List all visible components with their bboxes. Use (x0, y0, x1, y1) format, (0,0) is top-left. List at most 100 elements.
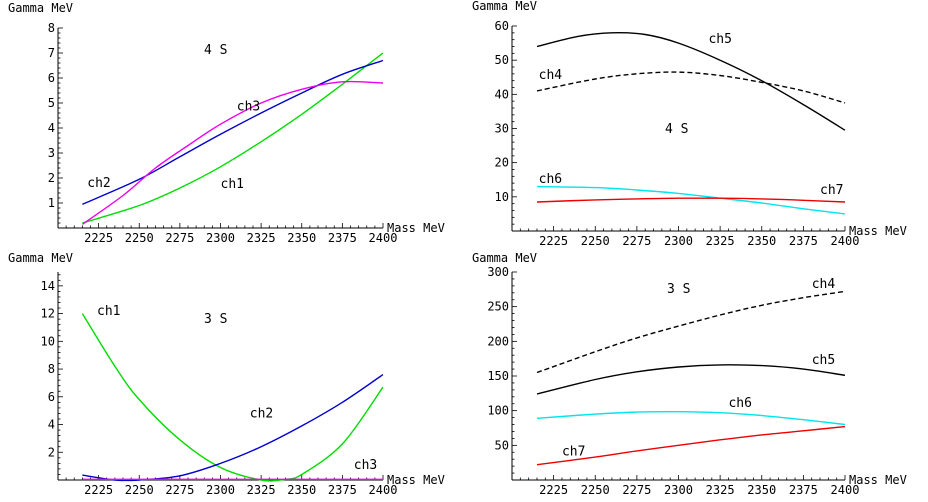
series-line-ch2 (82, 59, 384, 205)
series-line-ch1 (82, 52, 384, 224)
y-tick-label: 8 (48, 362, 55, 376)
series-label-ch4: ch4 (812, 277, 836, 292)
y-tick-label: 300 (487, 265, 509, 279)
y-tick-label: 50 (495, 53, 509, 67)
y-tick-label: 30 (495, 122, 509, 136)
x-tick-label: 2400 (831, 234, 860, 248)
y-axis-title: Gamma MeV (8, 251, 73, 265)
series-line-ch7 (536, 197, 846, 203)
series-line-ch7 (536, 425, 846, 466)
series-label-ch5: ch5 (708, 32, 731, 47)
x-tick-label: 2250 (125, 231, 154, 245)
series-label-ch3: ch3 (237, 100, 260, 115)
y-tick-label: 200 (487, 334, 509, 348)
y-tick-label: 60 (495, 19, 509, 33)
series-label-ch2: ch2 (250, 407, 273, 422)
y-tick-label: 150 (487, 369, 509, 383)
x-tick-label: 2225 (84, 483, 113, 497)
series-label-ch6: ch6 (539, 172, 562, 187)
x-tick-label: 2400 (369, 483, 398, 497)
series-line-ch6 (536, 410, 846, 426)
x-tick-label: 2375 (789, 483, 818, 497)
x-tick-label: 2300 (664, 483, 693, 497)
y-tick-label: 3 (48, 146, 55, 160)
x-tick-label: 2250 (581, 234, 610, 248)
x-tick-label: 2325 (247, 483, 276, 497)
y-axis-title: Gamma MeV (472, 251, 537, 265)
y-tick-label: 8 (48, 21, 55, 35)
y-axis-title: Gamma MeV (472, 0, 537, 13)
y-tick-label: 5 (48, 96, 55, 110)
x-tick-label: 2250 (125, 483, 154, 497)
y-tick-label: 40 (495, 87, 509, 101)
y-tick-label: 7 (48, 46, 55, 60)
x-tick-label: 2400 (831, 483, 860, 497)
y-tick-label: 2 (48, 171, 55, 185)
x-axis-title: Mass MeV (387, 473, 445, 487)
y-tick-label: 20 (495, 156, 509, 170)
panel-annotation: 3 S (667, 282, 690, 297)
x-tick-label: 2350 (287, 483, 316, 497)
series-line-ch6 (536, 185, 846, 215)
x-tick-label: 2300 (664, 234, 693, 248)
y-tick-label: 250 (487, 300, 509, 314)
chart-panel-1: 2225 2250 2275 2300 2325 2350 2375 2400 1 2 3 4 5 6 7 8… (8, 1, 445, 245)
series-line-ch4 (536, 71, 846, 104)
panel-annotation: 3 S (204, 312, 227, 327)
y-tick-label: 6 (48, 390, 55, 404)
chart-panel-4: 2225 2250 2275 2300 2325 2350 2375 2400 50 100 150… (472, 251, 907, 497)
series-line-ch5 (536, 364, 846, 395)
y-tick-label: 10 (495, 190, 509, 204)
x-tick-label: 2300 (206, 483, 235, 497)
x-tick-label: 2350 (747, 234, 776, 248)
x-tick-label: 2275 (165, 483, 194, 497)
y-tick-label: 4 (48, 121, 55, 135)
series-line-ch5 (536, 32, 846, 131)
x-tick-label: 2225 (539, 234, 568, 248)
y-axis-title: Gamma MeV (8, 1, 73, 15)
y-tick-label: 100 (487, 404, 509, 418)
series-line-ch4 (536, 290, 846, 374)
y-tick-label: 10 (41, 334, 55, 348)
series-label-ch7: ch7 (820, 183, 843, 198)
x-tick-label: 2325 (706, 234, 735, 248)
x-axis-title: Mass MeV (387, 221, 445, 235)
chart-panel-3: 2225 2250 2275 2300 2325 2350 2375 2400 2 4 6 8 10 12… (8, 251, 445, 497)
x-axis-title: Mass MeV (849, 473, 907, 487)
series-label-ch3: ch3 (354, 458, 377, 473)
x-tick-label: 2375 (328, 231, 357, 245)
series-label-ch4: ch4 (539, 68, 563, 83)
series-line-ch1 (81, 313, 384, 482)
x-tick-label: 2350 (287, 231, 316, 245)
x-tick-label: 2375 (789, 234, 818, 248)
x-tick-label: 2375 (328, 483, 357, 497)
y-tick-label: 6 (48, 71, 55, 85)
chart-panel-2: 2225 2250 2275 2300 2325 2350 2375 2400 10 20 30 40… (472, 0, 907, 248)
series-line-ch3 (81, 80, 384, 225)
series-label-ch1: ch1 (221, 177, 244, 192)
series-label-ch7: ch7 (562, 445, 585, 460)
x-tick-label: 2275 (165, 231, 194, 245)
panel-annotation: 4 S (665, 122, 688, 137)
panel-annotation: 4 S (204, 43, 227, 58)
y-tick-label: 50 (495, 438, 509, 452)
y-tick-label: 1 (48, 196, 55, 210)
series-line-ch2 (82, 374, 384, 482)
x-tick-label: 2250 (581, 483, 610, 497)
x-tick-label: 2325 (247, 231, 276, 245)
y-tick-label: 4 (48, 418, 55, 432)
x-tick-label: 2400 (369, 231, 398, 245)
x-tick-label: 2275 (622, 234, 651, 248)
x-tick-label: 2350 (747, 483, 776, 497)
x-tick-label: 2275 (622, 483, 651, 497)
x-axis-title: Mass MeV (849, 224, 907, 238)
x-tick-label: 2225 (84, 231, 113, 245)
series-label-ch1: ch1 (97, 304, 120, 319)
series-label-ch2: ch2 (87, 176, 110, 191)
x-tick-label: 2225 (539, 483, 568, 497)
x-tick-label: 2325 (706, 483, 735, 497)
y-tick-label: 14 (41, 279, 55, 293)
series-label-ch6: ch6 (728, 396, 751, 411)
y-tick-label: 12 (41, 307, 55, 321)
